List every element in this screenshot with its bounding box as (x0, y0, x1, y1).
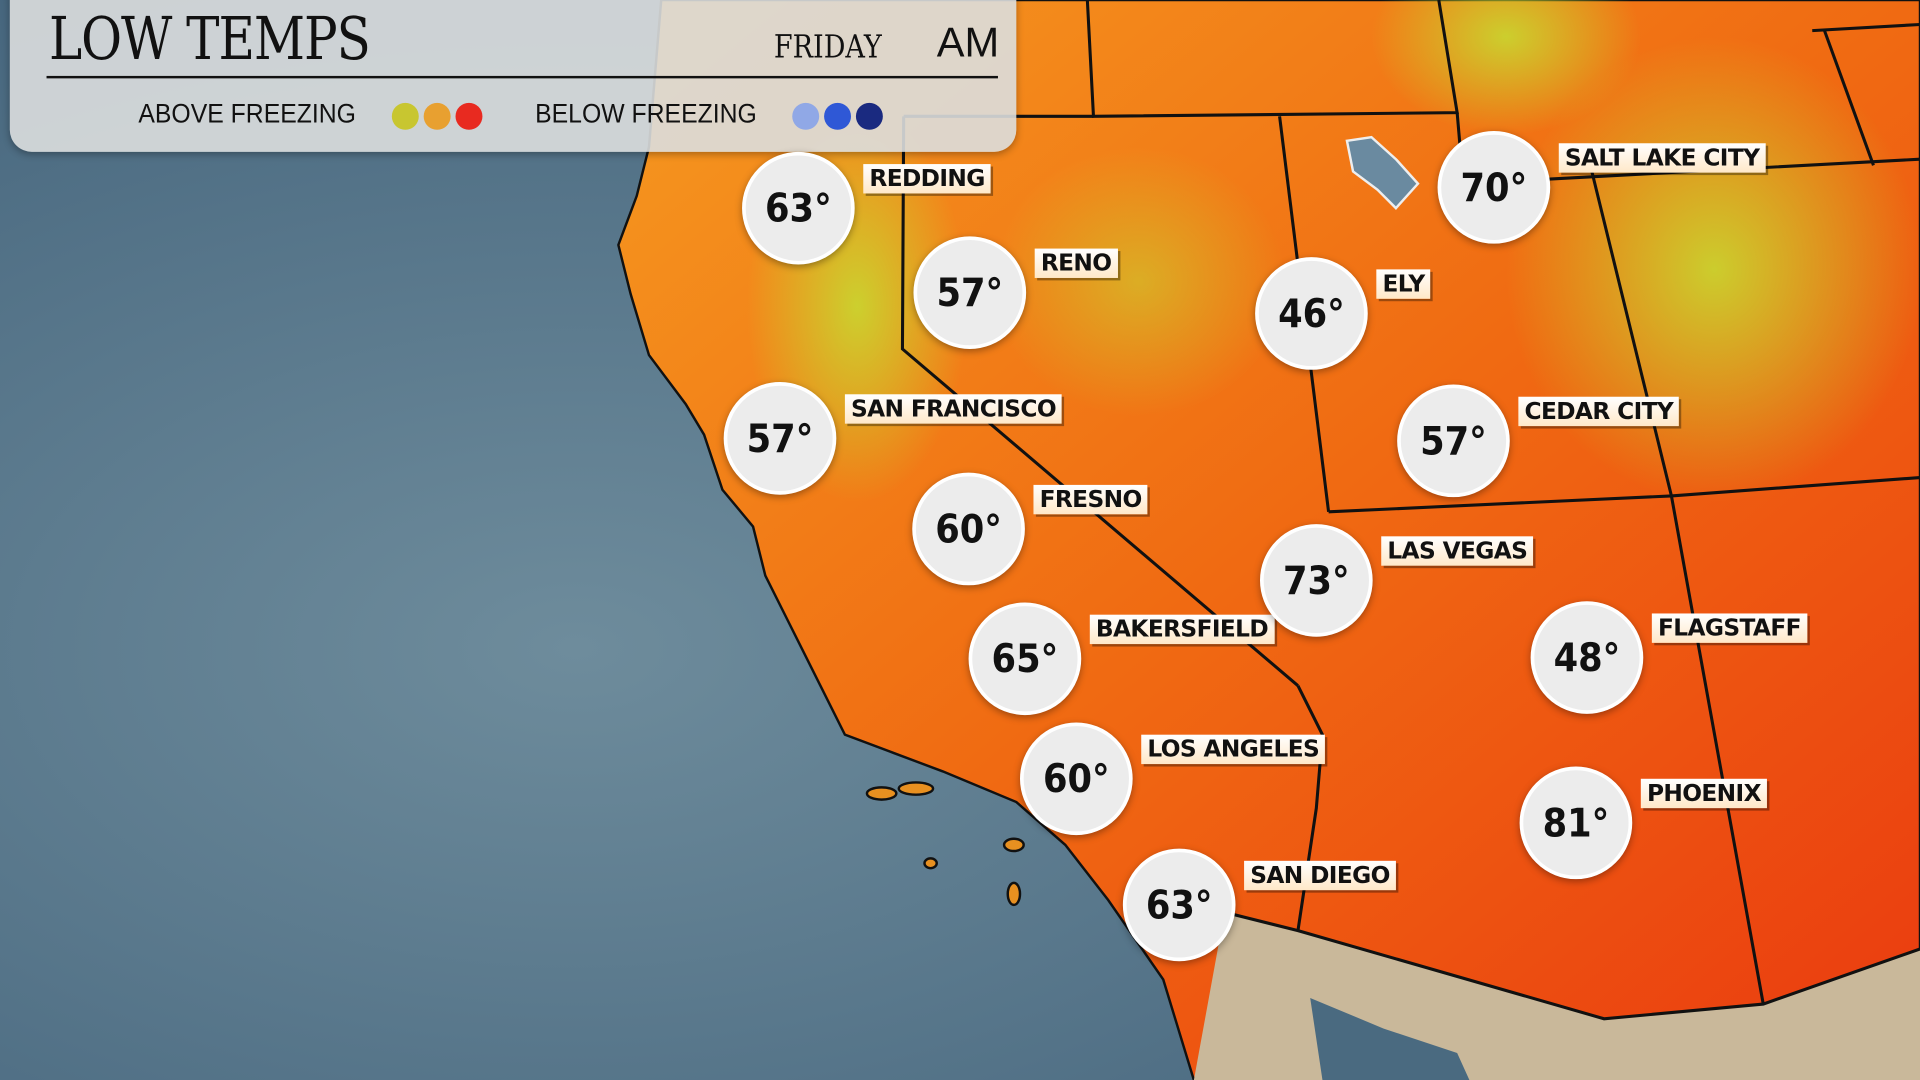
great-salt-lake (1345, 135, 1420, 210)
period-label: AM (936, 19, 1000, 67)
channel-islands (865, 781, 1025, 907)
temperature-circle: 60° (1020, 722, 1133, 836)
temperature-circle: 81° (1519, 766, 1633, 880)
city-label: FRESNO (1033, 484, 1148, 515)
city-label: FLAGSTAFF (1651, 613, 1808, 643)
temperature-circle: 57° (1397, 384, 1510, 498)
legend-dot (824, 102, 852, 130)
temperature-circle: 46° (1255, 257, 1368, 370)
city-label: LOS ANGELES (1141, 734, 1326, 765)
legend-dot (855, 102, 883, 130)
city-label: SAN FRANCISCO (844, 394, 1063, 424)
temperature-circle: 73° (1260, 524, 1373, 637)
temperature-circle: 48° (1530, 601, 1644, 714)
city-label: SAN DIEGO (1244, 860, 1396, 891)
divider (46, 75, 998, 79)
above-freezing-label: ABOVE FREEZING (138, 97, 356, 129)
temperature-circle: 60° (912, 472, 1025, 586)
temperature-circle: 70° (1437, 131, 1551, 244)
legend-dot (455, 102, 483, 130)
temperature-circle: 65° (968, 602, 1082, 716)
city-label: PHOENIX (1640, 778, 1768, 809)
city-label: LAS VEGAS (1381, 536, 1534, 566)
temperature-circle: 63° (742, 151, 855, 265)
city-label: REDDING (863, 164, 991, 194)
city-label: BAKERSFIELD (1089, 614, 1275, 645)
legend-dot (792, 102, 820, 130)
temperature-circle: 57° (913, 236, 1027, 349)
city-label: ELY (1376, 269, 1431, 299)
map-title: LOW TEMPS (48, 4, 371, 74)
state-borders (900, 0, 1920, 1021)
legend-dot (423, 102, 451, 130)
legend-dot (391, 102, 419, 130)
header-panel: LOW TEMPS FRIDAY AM ABOVE FREEZING BELOW… (9, 0, 1017, 152)
city-label: CEDAR CITY (1518, 396, 1680, 427)
day-label: FRIDAY (773, 29, 882, 67)
city-label: SALT LAKE CITY (1558, 143, 1766, 173)
city-label: RENO (1034, 248, 1118, 278)
temperature-circle: 63° (1122, 848, 1236, 962)
below-freezing-label: BELOW FREEZING (535, 97, 757, 129)
gulf-of-california (1310, 997, 1470, 1080)
temperature-circle: 57° (723, 382, 837, 495)
